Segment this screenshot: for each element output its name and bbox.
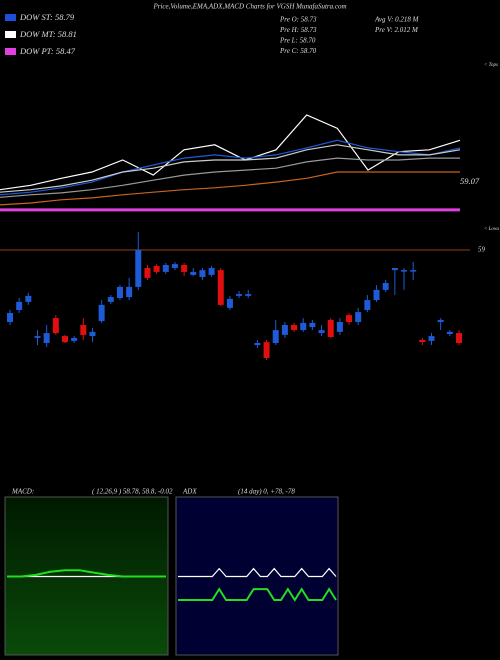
candle-body bbox=[80, 325, 87, 335]
candle-body bbox=[135, 250, 142, 287]
candle-body bbox=[410, 270, 417, 272]
candle-body bbox=[199, 270, 206, 277]
candle-body bbox=[272, 330, 279, 343]
adx-subtitle: (14 day) 0, +78, -78 bbox=[238, 488, 295, 496]
candle-body bbox=[254, 343, 261, 346]
candle-body bbox=[217, 270, 224, 305]
candle-body bbox=[190, 271, 197, 275]
candle-body bbox=[7, 313, 13, 322]
candle-body bbox=[327, 319, 334, 337]
y-tick-label: 59 bbox=[478, 246, 486, 254]
candle-body bbox=[236, 294, 243, 296]
candle-body bbox=[336, 322, 343, 332]
candle-body bbox=[162, 265, 169, 272]
candle-body bbox=[226, 298, 233, 308]
candle-body bbox=[43, 333, 50, 343]
candle-body bbox=[98, 304, 105, 322]
candle-body bbox=[144, 268, 151, 278]
candle-body bbox=[263, 342, 270, 358]
info-label: Pre H: 58.73 bbox=[279, 26, 317, 34]
candle-body bbox=[309, 322, 316, 328]
candle-body bbox=[364, 300, 371, 310]
legend-label: DOW ST: 58.79 bbox=[19, 12, 75, 22]
legend-label: DOW PT: 58.47 bbox=[19, 46, 76, 56]
candle-body bbox=[71, 337, 78, 341]
candle-body bbox=[291, 325, 298, 331]
candle-body bbox=[116, 286, 123, 298]
legend-swatch bbox=[5, 14, 16, 21]
macd-line bbox=[7, 569, 166, 578]
candle-body bbox=[437, 319, 444, 322]
legend-swatch bbox=[5, 31, 16, 38]
candle-body bbox=[181, 265, 188, 272]
candle-body bbox=[89, 331, 96, 337]
tops-label: < Tops bbox=[484, 63, 498, 68]
candle-body bbox=[171, 264, 178, 268]
candle-body bbox=[346, 315, 353, 322]
info-label: Pre O: 58.73 bbox=[279, 16, 317, 24]
candle-body bbox=[391, 268, 398, 271]
candle-body bbox=[107, 297, 114, 302]
macd-subtitle: ( 12,26,9 ) 58.78, 58.8, -0.02 bbox=[92, 488, 173, 496]
adx-line bbox=[178, 567, 337, 578]
candle-body bbox=[401, 270, 408, 272]
candle-body bbox=[456, 333, 462, 343]
candle-body bbox=[318, 330, 325, 334]
candle-body bbox=[34, 336, 41, 338]
candle-body bbox=[373, 289, 380, 301]
candle-body bbox=[446, 331, 453, 334]
candle-body bbox=[25, 295, 32, 302]
candle-body bbox=[300, 322, 307, 331]
candle-body bbox=[126, 286, 133, 298]
candle-body bbox=[281, 325, 288, 335]
top-value-label: 59.07 bbox=[460, 176, 480, 186]
overlay-line bbox=[0, 157, 460, 198]
overlay-line bbox=[0, 144, 461, 193]
candle-body bbox=[153, 265, 160, 272]
candle-body bbox=[52, 318, 59, 334]
info-label: Avg V: 0.218 M bbox=[374, 16, 420, 24]
overlay-line bbox=[0, 139, 461, 196]
candle-body bbox=[382, 283, 389, 290]
candle-body bbox=[419, 340, 426, 343]
info-label: Pre V: 2.012 M bbox=[374, 26, 419, 34]
macd-title: MACD: bbox=[11, 488, 34, 496]
adx-title: ADX bbox=[182, 488, 197, 496]
legend-label: DOW MT: 58.81 bbox=[19, 29, 77, 39]
info-label: Pre L: 58.70 bbox=[279, 37, 316, 45]
chart-title: Price,Volume,EMA,ADX,MACD Charts for VGS… bbox=[152, 3, 346, 11]
candle-body bbox=[208, 268, 215, 275]
candle-body bbox=[16, 301, 23, 310]
candle-body bbox=[355, 312, 362, 322]
overlay-line bbox=[0, 114, 461, 191]
lows-label: < Lows bbox=[484, 227, 499, 232]
adx-line bbox=[178, 587, 337, 602]
legend-swatch bbox=[5, 48, 16, 55]
info-label: Pre C: 58.70 bbox=[279, 47, 317, 55]
candle-body bbox=[245, 294, 252, 296]
candle-body bbox=[428, 336, 435, 341]
candle-body bbox=[61, 336, 68, 343]
overlay-line bbox=[0, 171, 460, 206]
